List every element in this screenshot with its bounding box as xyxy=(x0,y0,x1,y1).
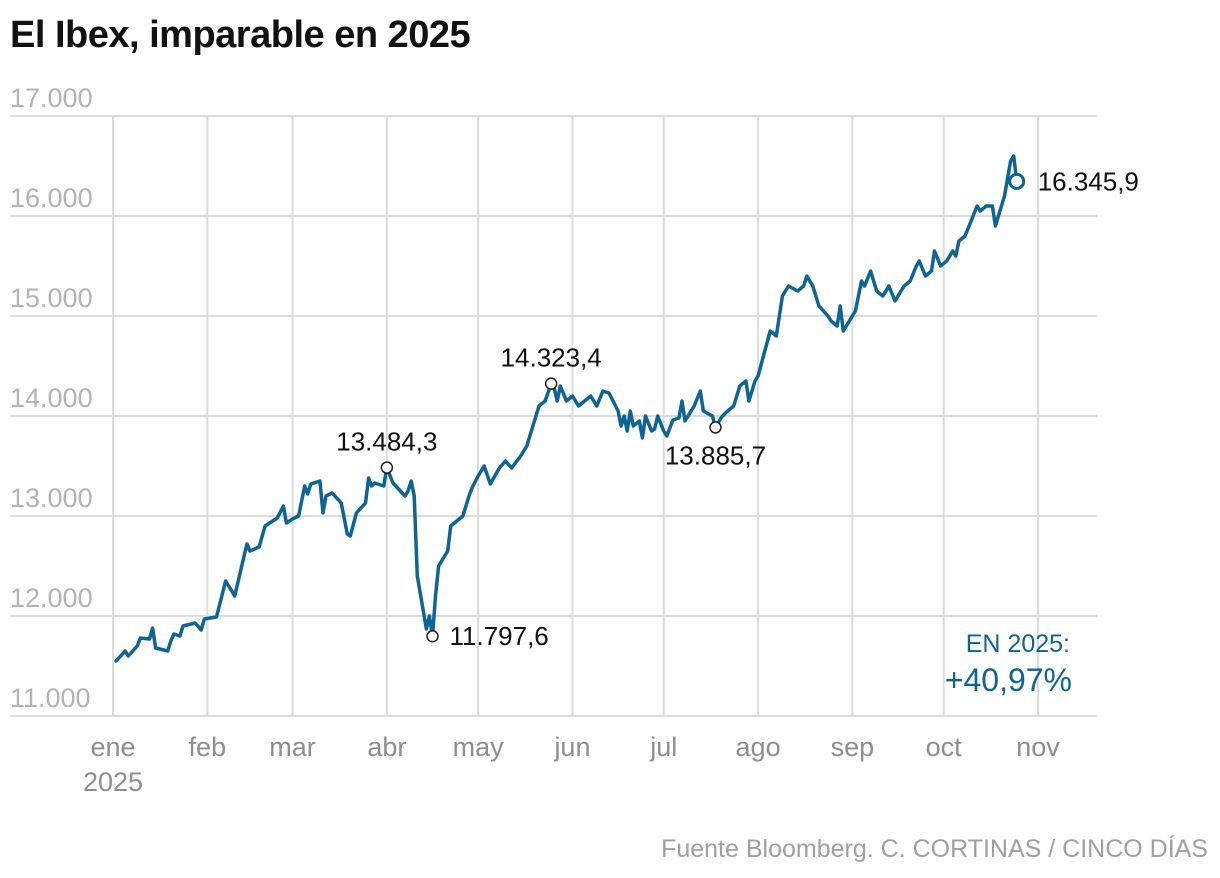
x-tick-label-feb: feb xyxy=(189,732,227,762)
annotation-marker xyxy=(709,421,722,434)
ytd-change-box: EN 2025: +40,97% xyxy=(945,630,1072,698)
y-tick-label: 11.000 xyxy=(10,683,91,713)
x-tick-label-oct: oct xyxy=(926,732,963,762)
annotations-layer: 13.484,3 11.797,6 14.323,4 13.885,7 16.345,9 xyxy=(336,166,1139,651)
x-tick-label-ago: ago xyxy=(736,732,781,762)
ytd-value: +40,97% xyxy=(945,662,1072,698)
y-tick-label: 17.000 xyxy=(10,83,93,113)
x-tick-sublabel: 2025 xyxy=(83,767,143,797)
annotation-label: 14.323,4 xyxy=(501,343,602,373)
ytd-label: EN 2025: xyxy=(966,630,1070,658)
horizontal-gridlines xyxy=(10,115,1097,717)
last-value-marker xyxy=(1008,172,1026,190)
last-value-label: 16.345,9 xyxy=(1038,166,1139,196)
annotation-label: 13.885,7 xyxy=(665,440,766,470)
x-tick-label-may: may xyxy=(453,732,505,762)
y-tick-label: 14.000 xyxy=(10,383,93,413)
source-credit: Fuente Bloomberg. C. CORTINAS / CINCO DÍ… xyxy=(661,835,1208,863)
annotation-marker xyxy=(544,377,558,390)
annotation-label: 13.484,3 xyxy=(336,427,437,457)
annotation-marker xyxy=(426,629,439,643)
y-tick-label: 13.000 xyxy=(10,483,93,513)
x-tick-label-sep: sep xyxy=(831,732,875,762)
y-tick-label: 12.000 xyxy=(10,583,93,613)
x-tick-label-nov: nov xyxy=(1016,732,1060,762)
chart-title: El Ibex, imparable en 2025 xyxy=(10,14,471,56)
x-tick-label-abr: abr xyxy=(367,732,406,762)
y-tick-label: 15.000 xyxy=(10,283,93,313)
series-layer xyxy=(114,154,1019,663)
series-line-0 xyxy=(114,154,1019,663)
y-axis-tick-labels: 11.000 12.000 13.000 14.000 15.000 16.000 17.0… xyxy=(10,83,93,713)
annotation-label: 11.797,6 xyxy=(449,621,548,651)
y-tick-label: 16.000 xyxy=(10,183,93,213)
x-tick-label-jun: jun xyxy=(553,732,590,762)
x-axis-tick-labels: ene 2025 feb mar abr may jun jul ago sep oct nov xyxy=(83,732,1060,797)
x-tick-label-mar: mar xyxy=(269,732,316,762)
annotation-marker xyxy=(380,461,394,474)
x-tick-label-jul: jul xyxy=(649,732,677,762)
x-tick-label-ene: ene xyxy=(90,732,135,762)
